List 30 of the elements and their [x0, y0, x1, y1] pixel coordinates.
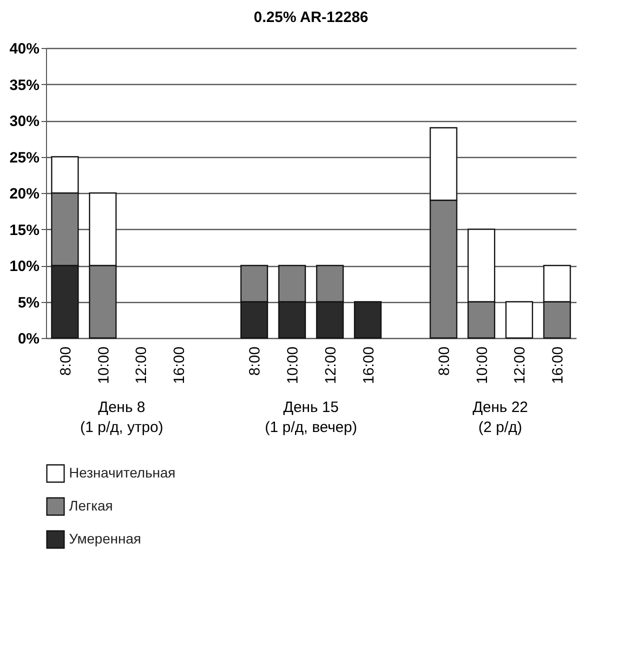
x-tick-label: 12:00 — [133, 346, 150, 384]
x-tick-label: 16:00 — [360, 346, 378, 384]
y-tick-label: 5% — [18, 294, 40, 312]
y-tick-label: 30% — [9, 113, 40, 130]
x-tick-label: 8:00 — [246, 346, 264, 376]
x-tick-label: 16:00 — [550, 346, 567, 384]
legend-label: Умеренная — [69, 530, 142, 546]
x-tick-label: 8:00 — [436, 346, 453, 376]
y-tick-label: 0% — [18, 330, 40, 348]
y-tick-label: 10% — [9, 258, 40, 275]
x-tick-label: 10:00 — [474, 346, 491, 384]
x-tick-label: 12:00 — [322, 346, 340, 384]
x-tick-label: 16:00 — [171, 346, 188, 384]
bar — [505, 301, 534, 339]
y-tick-label: 15% — [9, 222, 40, 239]
legend-label: Легкая — [69, 498, 113, 514]
text: День 22 (2 р/д) — [472, 399, 528, 436]
bar — [354, 301, 382, 339]
y-tick-label: 25% — [9, 149, 40, 166]
x-tick-label: 8:00 — [57, 346, 74, 376]
x-tick-label: 10:00 — [95, 346, 112, 384]
text: День 8 (1 р/д, утро) — [80, 399, 164, 436]
x-tick-label: 10:00 — [284, 346, 302, 384]
chart-title: 0.25% AR-12286 — [254, 9, 368, 26]
y-tick-label: 35% — [9, 76, 40, 94]
legend-label: Незначительная — [69, 464, 176, 480]
text: День 15 (1 р/д, вечер) — [264, 399, 358, 436]
y-tick-label: 20% — [9, 186, 40, 202]
x-tick-label: 12:00 — [512, 346, 529, 384]
y-tick-label: 40% — [9, 40, 40, 58]
